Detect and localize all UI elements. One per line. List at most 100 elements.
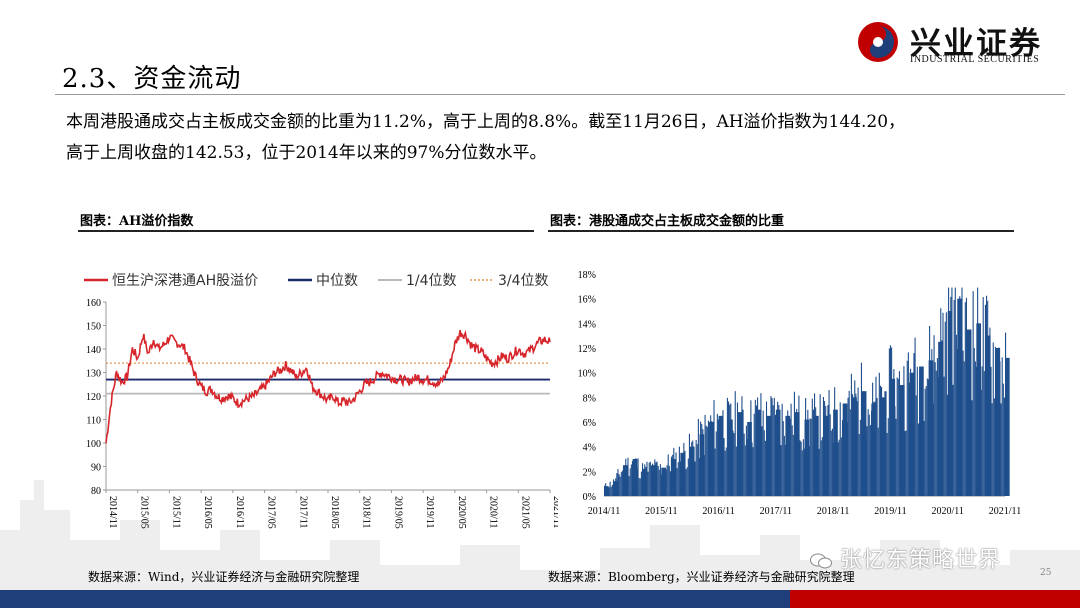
share-bar-texture xyxy=(979,386,981,496)
share-bar-texture xyxy=(698,458,701,496)
page-number: 25 xyxy=(1040,568,1052,578)
share-bar-texture xyxy=(779,428,781,496)
share-bar-texture xyxy=(719,435,721,496)
share-bar-texture xyxy=(937,377,940,496)
share-bar-texture xyxy=(885,391,887,496)
share-bar-texture xyxy=(826,432,828,496)
share-bar-texture xyxy=(726,397,728,496)
x-tick-label: 2014/11 xyxy=(588,506,620,517)
share-bar-texture xyxy=(646,461,648,496)
share-bar-texture xyxy=(633,459,635,496)
share-bar-texture xyxy=(863,438,865,496)
share-bar-texture xyxy=(796,408,798,496)
share-bar-texture xyxy=(625,458,627,496)
x-tick-label: 2018/11 xyxy=(361,496,372,528)
share-bar-texture xyxy=(945,312,947,496)
share-bar-texture xyxy=(915,395,917,496)
share-bar-texture xyxy=(954,287,956,496)
share-bar-texture xyxy=(730,403,732,496)
share-bar-texture xyxy=(840,437,842,496)
share-bar-texture xyxy=(740,412,742,496)
share-bar-texture xyxy=(981,366,983,496)
share-bar-texture xyxy=(673,447,675,496)
share-bar-texture xyxy=(818,448,820,496)
share-bar-texture xyxy=(866,426,868,496)
share-bar-texture xyxy=(934,362,936,496)
share-bar-texture xyxy=(978,325,980,496)
share-bar-texture xyxy=(725,447,727,496)
share-bar-texture xyxy=(738,449,740,496)
share-bar-texture xyxy=(658,469,660,496)
share-bar-texture xyxy=(715,431,717,496)
share-bar-texture xyxy=(874,401,876,496)
y-tick-label: 2% xyxy=(583,467,596,478)
share-bar-texture xyxy=(622,465,625,496)
share-bar-texture xyxy=(895,418,897,496)
share-bar-texture xyxy=(924,388,926,496)
share-bar-texture xyxy=(679,461,682,496)
share-bar-texture xyxy=(824,401,826,496)
share-bar-texture xyxy=(676,468,678,496)
share-bar-texture xyxy=(695,440,697,496)
share-bar-texture xyxy=(687,458,689,496)
share-bar-texture xyxy=(953,299,955,496)
share-bar-texture xyxy=(608,487,610,496)
share-bar-texture xyxy=(967,342,969,496)
x-tick-label: 2019/11 xyxy=(874,506,906,517)
share-bar-texture xyxy=(888,348,890,496)
share-bar-texture xyxy=(798,395,800,496)
share-bar-texture xyxy=(671,456,673,496)
share-bar-texture xyxy=(770,396,772,496)
share-bar-texture xyxy=(984,304,986,496)
share-bar-texture xyxy=(635,458,637,496)
share-bar-texture xyxy=(691,442,693,496)
share-bar-texture xyxy=(850,373,852,496)
share-bar-texture xyxy=(789,418,791,496)
share-bar-texture xyxy=(848,390,850,496)
x-tick-label: 2014/11 xyxy=(107,496,118,528)
share-bar-texture xyxy=(727,401,730,496)
share-bar-texture xyxy=(701,423,703,496)
share-bar-texture xyxy=(951,287,953,496)
share-bar-texture xyxy=(712,422,714,496)
share-bar-texture xyxy=(820,440,822,496)
share-bar-texture xyxy=(764,440,766,496)
share-bar-texture xyxy=(821,437,823,496)
share-bar-texture xyxy=(854,380,856,496)
share-bar-texture xyxy=(869,425,871,496)
y-tick-label: 90 xyxy=(91,463,101,474)
share-bar-texture xyxy=(630,464,632,496)
x-tick-label: 2019/11 xyxy=(424,496,435,528)
share-bar-texture xyxy=(721,429,723,496)
share-bar-texture xyxy=(875,376,877,496)
x-tick-label: 2017/11 xyxy=(297,496,308,528)
share-bar-texture xyxy=(702,429,704,496)
share-bar-texture xyxy=(809,418,811,496)
share-bar-texture xyxy=(763,430,765,496)
y-tick-label: 150 xyxy=(86,322,101,333)
wechat-icon xyxy=(810,553,832,569)
x-tick-label: 2015/11 xyxy=(645,506,677,517)
share-bar-texture xyxy=(806,440,808,496)
share-bar-texture xyxy=(819,394,821,496)
left-chart-source: 数据来源：Wind，兴业证券经济与金融研究院整理 xyxy=(88,570,360,584)
share-bar-texture xyxy=(832,442,835,496)
share-bar-texture xyxy=(958,317,960,496)
share-bar-texture xyxy=(660,474,663,496)
share-bar-texture xyxy=(795,438,797,496)
share-bar-texture xyxy=(882,413,884,496)
share-bar-texture xyxy=(931,349,933,496)
share-bar-texture xyxy=(921,422,923,496)
share-bar-texture xyxy=(686,467,688,496)
watermark: 张忆东策略世界 xyxy=(810,542,1001,574)
share-bar-texture xyxy=(972,291,974,496)
share-bar-texture xyxy=(862,406,864,496)
x-tick-label: 2020/11 xyxy=(932,506,964,517)
x-tick-label: 2020/05 xyxy=(456,496,467,529)
share-bar xyxy=(985,335,991,496)
share-bar-texture xyxy=(932,403,934,496)
share-bar-texture xyxy=(648,462,650,496)
share-bar-texture xyxy=(969,336,971,496)
share-bar-texture xyxy=(851,394,854,496)
share-bar-texture xyxy=(927,379,930,496)
